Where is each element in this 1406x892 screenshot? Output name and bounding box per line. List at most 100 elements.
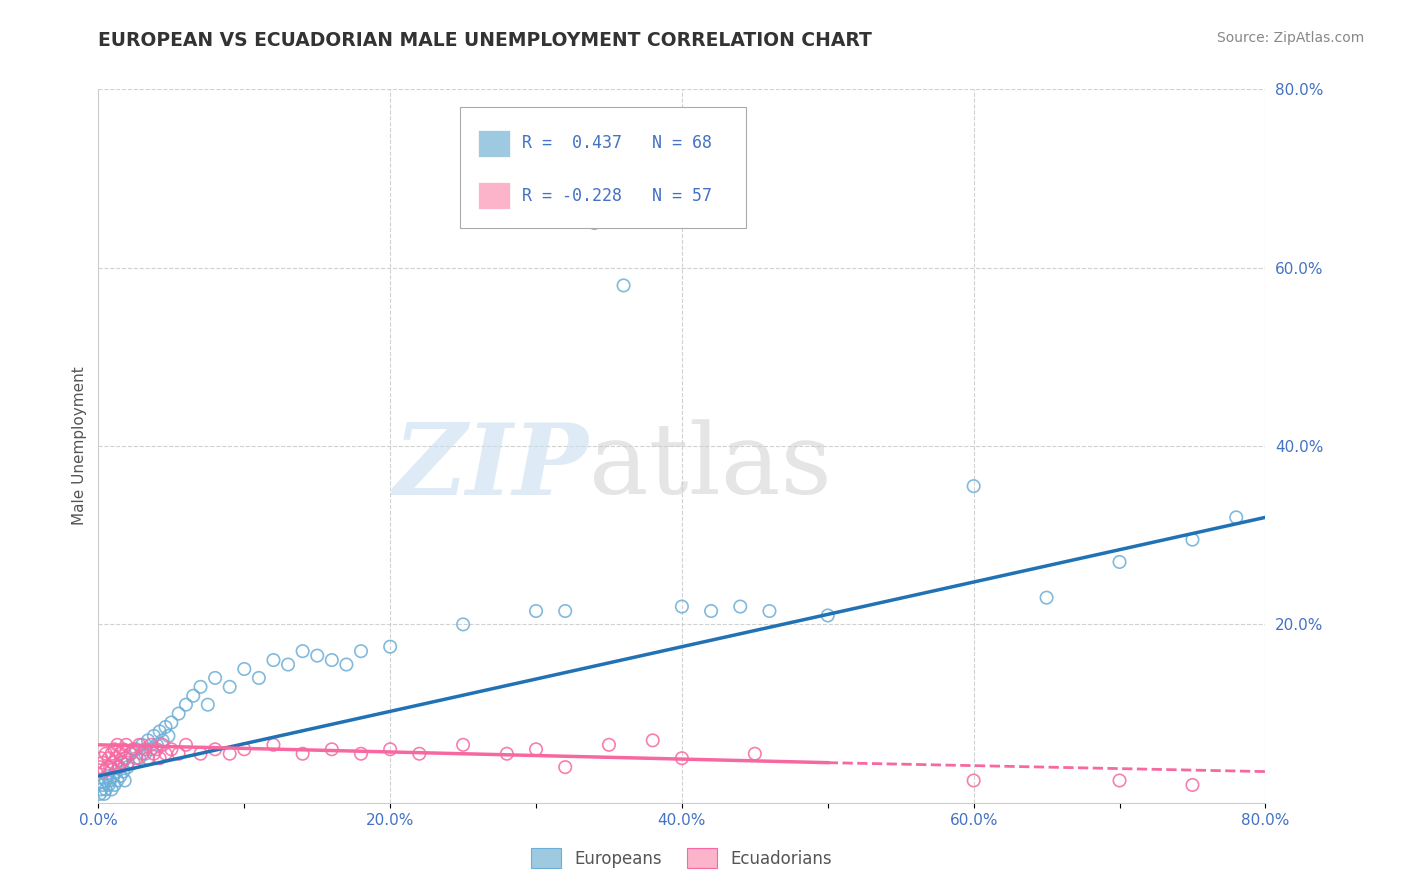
Point — [181, 689, 204, 703]
Point — [114, 773, 136, 788]
Point — [700, 604, 723, 618]
Point — [962, 773, 984, 788]
Point — [218, 680, 240, 694]
Point — [152, 733, 174, 747]
Point — [103, 778, 125, 792]
Point — [744, 747, 766, 761]
Point — [108, 760, 131, 774]
Point — [98, 773, 121, 788]
Point — [104, 751, 127, 765]
Point — [554, 760, 576, 774]
Point — [291, 644, 314, 658]
Point — [115, 751, 138, 765]
Point — [146, 742, 169, 756]
Point — [120, 747, 142, 761]
Point — [167, 706, 190, 721]
Point — [152, 738, 174, 752]
Point — [451, 617, 474, 632]
Legend: Europeans, Ecuadorians: Europeans, Ecuadorians — [523, 839, 841, 877]
Point — [1181, 533, 1204, 547]
Text: atlas: atlas — [589, 419, 831, 516]
Point — [554, 604, 576, 618]
Point — [110, 747, 132, 761]
Point — [1035, 591, 1057, 605]
Point — [167, 747, 190, 761]
Point — [197, 698, 219, 712]
Point — [451, 738, 474, 752]
Point — [93, 764, 115, 779]
Point — [335, 657, 357, 672]
Point — [598, 738, 620, 752]
Point — [94, 773, 117, 788]
Point — [291, 747, 314, 761]
Bar — [478, 130, 510, 157]
Point — [495, 747, 517, 761]
Point — [90, 751, 112, 765]
Point — [524, 604, 547, 618]
Point — [128, 751, 150, 765]
Point — [262, 738, 284, 752]
Point — [96, 769, 118, 783]
Point — [94, 747, 117, 761]
Text: R = -0.228   N = 57: R = -0.228 N = 57 — [522, 187, 711, 205]
Point — [1108, 555, 1130, 569]
Point — [350, 644, 373, 658]
FancyBboxPatch shape — [460, 107, 747, 228]
Point — [142, 747, 165, 761]
Point — [671, 751, 693, 765]
Point — [117, 756, 139, 770]
Point — [174, 698, 197, 712]
Text: R =  0.437   N = 68: R = 0.437 N = 68 — [522, 135, 711, 153]
Point — [110, 769, 132, 783]
Point — [204, 671, 226, 685]
Point — [139, 742, 162, 756]
Point — [149, 724, 172, 739]
Point — [115, 738, 138, 752]
Text: ZIP: ZIP — [394, 419, 589, 516]
Point — [583, 216, 606, 230]
Point — [105, 773, 128, 788]
Point — [218, 747, 240, 761]
Point — [108, 760, 131, 774]
Point — [307, 648, 329, 663]
Point — [233, 742, 256, 756]
Point — [728, 599, 751, 614]
Point — [125, 751, 148, 765]
Point — [142, 729, 165, 743]
Point — [157, 729, 180, 743]
Point — [114, 751, 136, 765]
Point — [641, 733, 664, 747]
Point — [277, 657, 299, 672]
Point — [122, 742, 145, 756]
Text: EUROPEAN VS ECUADORIAN MALE UNEMPLOYMENT CORRELATION CHART: EUROPEAN VS ECUADORIAN MALE UNEMPLOYMENT… — [98, 31, 872, 50]
Point — [524, 742, 547, 756]
Point — [97, 751, 120, 765]
Point — [122, 756, 145, 770]
Point — [111, 756, 134, 770]
Point — [160, 715, 183, 730]
Point — [962, 479, 984, 493]
Point — [89, 760, 111, 774]
Point — [136, 733, 159, 747]
Point — [100, 747, 122, 761]
Text: Source: ZipAtlas.com: Source: ZipAtlas.com — [1216, 31, 1364, 45]
Point — [190, 680, 212, 694]
Point — [112, 742, 135, 756]
Point — [262, 653, 284, 667]
Point — [96, 760, 118, 774]
Point — [817, 608, 839, 623]
Point — [1108, 773, 1130, 788]
Point — [131, 738, 153, 752]
Point — [378, 640, 402, 654]
Point — [112, 764, 135, 779]
Point — [89, 787, 111, 801]
Point — [671, 599, 693, 614]
Point — [101, 756, 124, 770]
Point — [131, 747, 153, 761]
Point — [378, 742, 402, 756]
Point — [128, 738, 150, 752]
Point — [117, 760, 139, 774]
Point — [136, 751, 159, 765]
Point — [91, 756, 114, 770]
Point — [149, 751, 172, 765]
